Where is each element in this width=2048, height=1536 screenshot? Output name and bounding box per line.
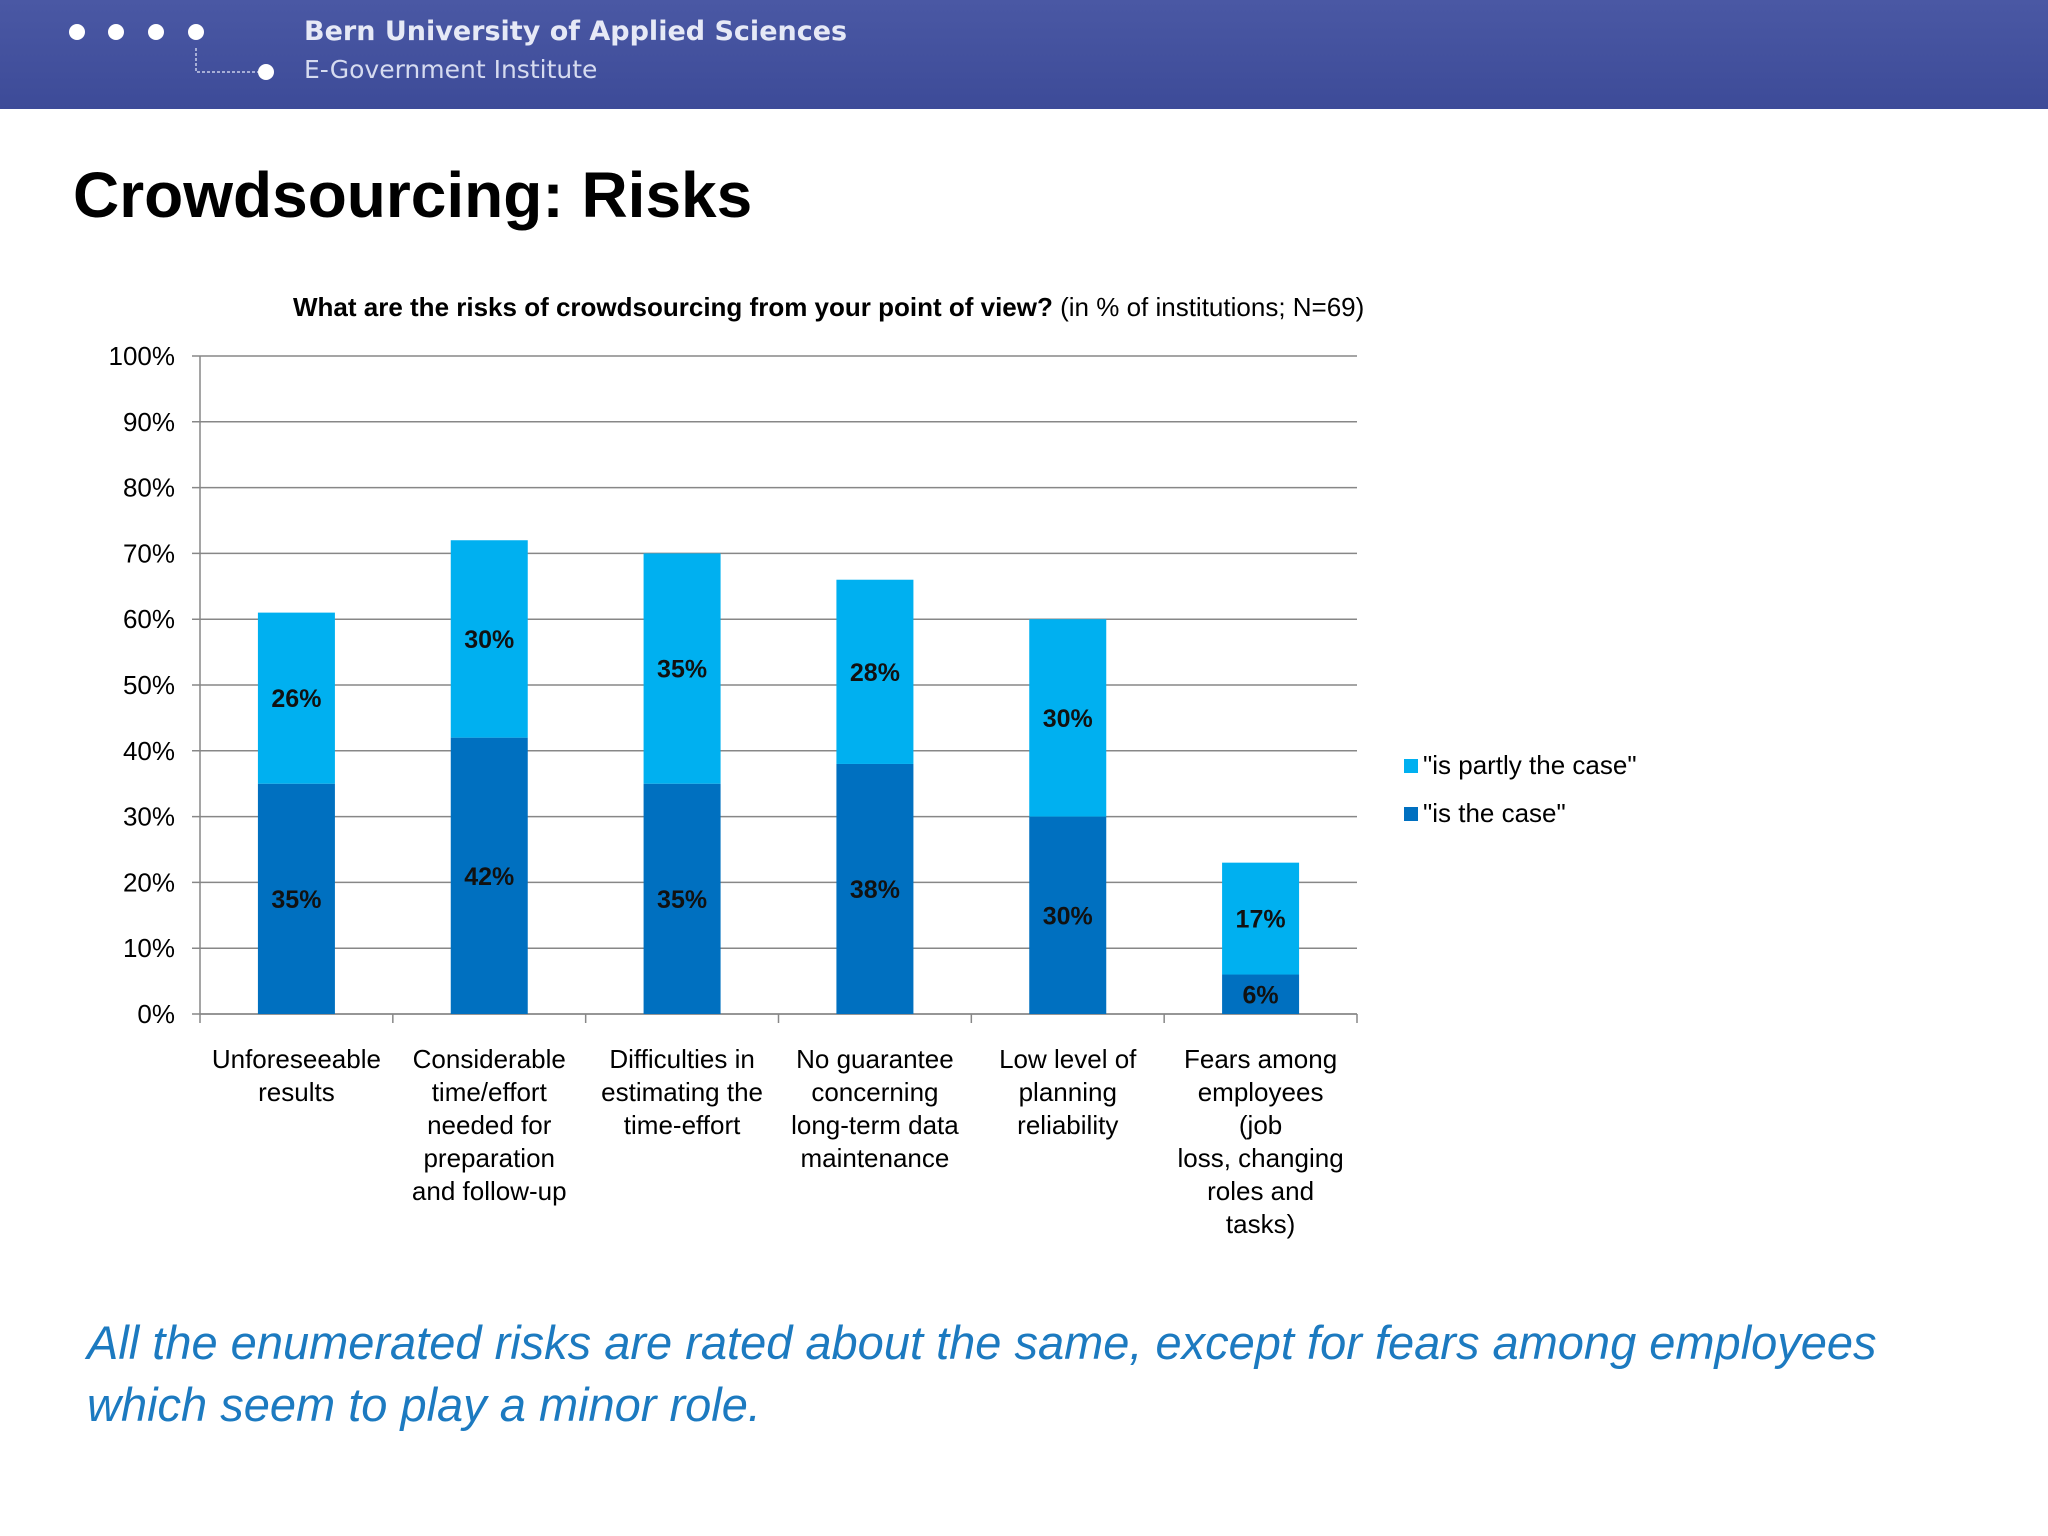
category-label-line: Low level of [999, 1044, 1137, 1074]
category-label-line: tasks) [1226, 1209, 1295, 1239]
institute-name: E-Government Institute [304, 55, 598, 84]
bar-segment [450, 737, 528, 1014]
y-tick-label: 10% [123, 933, 175, 963]
y-tick-label: 0% [137, 999, 175, 1029]
slide-title: Crowdsourcing: Risks [73, 159, 753, 231]
bar-segment [257, 783, 335, 1014]
data-label: 30% [1043, 902, 1093, 930]
chart-title: What are the risks of crowdsourcing from… [293, 292, 1364, 323]
legend-label: "is the case" [1423, 798, 1566, 828]
legend-swatch [1404, 759, 1418, 773]
slide-caption: All the enumerated risks are rated about… [87, 1316, 1877, 1431]
category-label-line: planning [1019, 1077, 1117, 1107]
data-label: 26% [271, 685, 321, 713]
chart-subtitle: (in % of institutions; N=69) [1060, 292, 1365, 322]
data-label: 35% [271, 886, 321, 914]
bar-segment [1222, 974, 1300, 1014]
y-tick-label: 40% [123, 736, 175, 766]
y-tick-label: 100% [109, 341, 176, 371]
bar-segment [643, 783, 721, 1014]
bar-segment [836, 579, 914, 764]
y-tick-label: 20% [123, 867, 175, 897]
data-label: 42% [464, 863, 514, 891]
data-label: 30% [464, 626, 514, 654]
data-label: 35% [657, 656, 707, 684]
category-label: Fears among employees (job loss, changing ro… [1177, 1044, 1343, 1239]
header-banner: Bern University of Applied Sciences E-Go… [0, 0, 2048, 109]
data-label: 28% [850, 659, 900, 687]
category-label-line: maintenance [800, 1143, 949, 1173]
university-logo-icon [69, 24, 274, 80]
category-label-line: and follow-up [412, 1176, 567, 1206]
bar-segment [1029, 619, 1107, 817]
category-label-line: Unforeseeable [212, 1044, 381, 1074]
data-label: 6% [1243, 981, 1279, 1009]
category-label-line: preparation [423, 1143, 555, 1173]
category-label-line: long-term data [791, 1110, 959, 1140]
bar-segment [450, 540, 528, 738]
legend-label: "is partly the case" [1423, 750, 1637, 780]
category-label-line: results [258, 1077, 335, 1107]
legend-swatch [1404, 807, 1418, 821]
y-tick-label: 80% [123, 473, 175, 503]
category-label-line: concerning [811, 1077, 938, 1107]
category-label-line: No guarantee [796, 1044, 954, 1074]
category-label: Low level of planning reliability [999, 1044, 1137, 1140]
category-label-line: reliability [1017, 1110, 1118, 1140]
bar-segment [643, 553, 721, 784]
category-label-line: Considerable [413, 1044, 566, 1074]
data-label: 38% [850, 876, 900, 904]
category-label-line: loss, changing [1177, 1143, 1343, 1173]
category-label-line: time-effort [624, 1110, 741, 1140]
data-label: 35% [657, 886, 707, 914]
category-label-line: employees [1198, 1077, 1324, 1107]
category-label-line: roles and [1207, 1176, 1314, 1206]
category-label-line: Fears among [1184, 1044, 1337, 1074]
data-label: 17% [1236, 906, 1286, 934]
category-label-line: estimating the [601, 1077, 763, 1107]
y-tick-label: 70% [123, 538, 175, 568]
category-label: Considerable time/effort needed for prepara… [412, 1044, 567, 1206]
data-label: 30% [1043, 705, 1093, 733]
y-tick-label: 50% [123, 670, 175, 700]
category-label-line: needed for [427, 1110, 552, 1140]
bar-segment [1222, 862, 1300, 975]
category-label: No guarantee concerning long-term data main… [791, 1044, 959, 1173]
bar-segment [257, 612, 335, 784]
category-label-line: time/effort [432, 1077, 548, 1107]
chart-question: What are the risks of crowdsourcing from… [293, 292, 1053, 322]
category-label: Difficulties in estimating the time-effort [601, 1044, 763, 1140]
y-tick-label: 90% [123, 407, 175, 437]
y-tick-label: 60% [123, 604, 175, 634]
stacked-bar-chart: 0% 10% 20% 30% 40% 50% 60% 70% 80% 90% 100% 35% 26% U… [109, 341, 1637, 1239]
category-label: Unforeseeable results [212, 1044, 381, 1107]
category-label-line: Difficulties in [609, 1044, 754, 1074]
category-label-line: (job [1239, 1110, 1282, 1140]
bar-segment [1029, 816, 1107, 1014]
y-tick-label: 30% [123, 802, 175, 832]
institution-name: Bern University of Applied Sciences [304, 16, 848, 47]
bar-segment [836, 763, 914, 1014]
